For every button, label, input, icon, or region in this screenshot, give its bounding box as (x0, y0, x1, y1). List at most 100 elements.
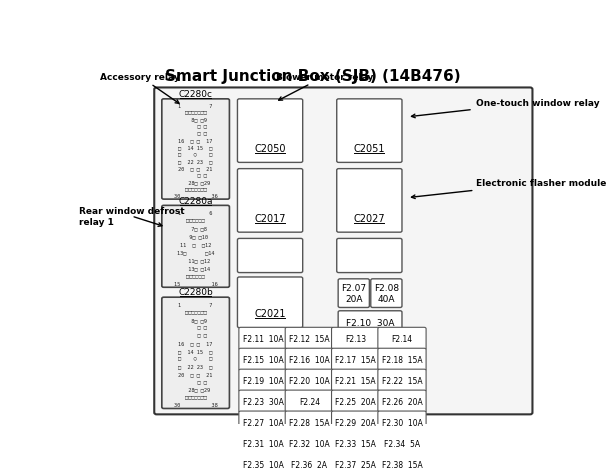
FancyBboxPatch shape (378, 474, 426, 476)
Text: F2.19  10A: F2.19 10A (243, 376, 284, 385)
Text: F2.24: F2.24 (299, 397, 320, 406)
Text: 1         7: 1 7 (179, 302, 213, 307)
Text: C2027: C2027 (354, 213, 385, 223)
Text: F2.08
40A: F2.08 40A (374, 284, 399, 303)
Text: 30          36: 30 36 (174, 194, 218, 198)
FancyBboxPatch shape (239, 474, 287, 476)
Text: F2.33  15A: F2.33 15A (336, 439, 376, 448)
FancyBboxPatch shape (378, 453, 426, 476)
Text: F2.31  10A: F2.31 10A (243, 439, 284, 448)
Text: 28□ □29: 28□ □29 (182, 387, 210, 392)
Text: 8□ □9: 8□ □9 (185, 317, 207, 322)
Text: F2.25  20A: F2.25 20A (336, 397, 376, 406)
Text: F2.34  5A: F2.34 5A (384, 439, 420, 448)
FancyBboxPatch shape (239, 390, 287, 413)
Text: F2.15  10A: F2.15 10A (243, 355, 284, 364)
Text: □  14 15  □: □ 14 15 □ (179, 145, 213, 150)
Text: F2.18  15A: F2.18 15A (382, 355, 422, 364)
Text: F2.16  10A: F2.16 10A (289, 355, 329, 364)
Text: □ □: □ □ (185, 131, 207, 136)
Text: F2.26  20A: F2.26 20A (382, 397, 422, 406)
FancyBboxPatch shape (337, 239, 402, 273)
FancyBboxPatch shape (237, 99, 303, 163)
Text: F2.27  10A: F2.27 10A (243, 418, 284, 427)
FancyBboxPatch shape (338, 311, 402, 335)
Text: F2.37  25A: F2.37 25A (336, 460, 376, 469)
Text: □□□□□□: □□□□□□ (186, 273, 205, 278)
Text: F2.14: F2.14 (392, 334, 412, 343)
FancyBboxPatch shape (332, 369, 380, 392)
Text: □□□□□□□: □□□□□□□ (185, 110, 207, 115)
Text: 1         7: 1 7 (179, 103, 213, 109)
FancyBboxPatch shape (332, 453, 380, 476)
Text: C2280a: C2280a (178, 196, 213, 205)
Text: C2051: C2051 (354, 144, 385, 154)
FancyBboxPatch shape (285, 390, 334, 413)
FancyBboxPatch shape (337, 99, 402, 163)
Text: □ □: □ □ (185, 124, 207, 129)
Text: □  22 23  □: □ 22 23 □ (179, 159, 213, 164)
Text: 16  □ □  17: 16 □ □ 17 (179, 138, 213, 143)
Text: Blower motor relay: Blower motor relay (276, 73, 373, 101)
FancyBboxPatch shape (285, 327, 334, 350)
FancyBboxPatch shape (285, 369, 334, 392)
Text: 13□      □14: 13□ □14 (177, 250, 214, 255)
Text: F2.07
20A: F2.07 20A (341, 284, 367, 303)
Text: □ □: □ □ (185, 325, 207, 330)
Text: C2280b: C2280b (178, 288, 213, 297)
FancyBboxPatch shape (285, 432, 334, 455)
Text: C2050: C2050 (254, 144, 286, 154)
Text: F2.29  20A: F2.29 20A (336, 418, 376, 427)
FancyBboxPatch shape (285, 411, 334, 434)
Text: □□□□□□□: □□□□□□□ (185, 395, 207, 399)
Text: F2.32  10A: F2.32 10A (289, 439, 329, 448)
FancyBboxPatch shape (378, 432, 426, 455)
Text: 30          38: 30 38 (174, 402, 218, 407)
Text: □    ○    □: □ ○ □ (179, 152, 213, 157)
FancyBboxPatch shape (378, 327, 426, 350)
FancyBboxPatch shape (378, 411, 426, 434)
FancyBboxPatch shape (332, 327, 380, 350)
FancyBboxPatch shape (332, 390, 380, 413)
Text: F2.13: F2.13 (345, 334, 366, 343)
Text: Smart Junction Box (SJB) (14B476): Smart Junction Box (SJB) (14B476) (165, 69, 461, 84)
FancyBboxPatch shape (378, 390, 426, 413)
Text: 11  □  □12: 11 □ □12 (180, 242, 211, 247)
FancyBboxPatch shape (285, 348, 334, 371)
Text: 11□ □12: 11□ □12 (182, 258, 210, 263)
Text: F2.10  30A: F2.10 30A (346, 319, 394, 327)
Text: F2.20  10A: F2.20 10A (289, 376, 329, 385)
Text: C2017: C2017 (254, 213, 286, 223)
Text: 16  □ □  17: 16 □ □ 17 (179, 340, 213, 346)
FancyBboxPatch shape (371, 279, 402, 308)
Text: 1         6: 1 6 (179, 210, 213, 216)
Text: F2.36  2A: F2.36 2A (292, 460, 328, 469)
Text: F2.23  30A: F2.23 30A (243, 397, 284, 406)
FancyBboxPatch shape (332, 348, 380, 371)
Text: F2.35  10A: F2.35 10A (243, 460, 284, 469)
Text: □□□□□□: □□□□□□ (186, 218, 205, 223)
Text: 28□ □29: 28□ □29 (182, 180, 210, 185)
FancyBboxPatch shape (239, 432, 287, 455)
FancyBboxPatch shape (337, 169, 402, 233)
Text: □ □: □ □ (185, 173, 207, 178)
Text: Electronic flasher module: Electronic flasher module (412, 179, 606, 199)
Text: □ □: □ □ (185, 333, 207, 338)
Text: 13□ □14: 13□ □14 (182, 266, 210, 270)
Text: 15          16: 15 16 (174, 281, 218, 287)
Text: Accessory relay: Accessory relay (100, 73, 180, 104)
FancyBboxPatch shape (332, 411, 380, 434)
Text: F2.38  15A: F2.38 15A (382, 460, 422, 469)
Text: 9□ □10: 9□ □10 (183, 234, 208, 239)
Text: C2021: C2021 (254, 308, 286, 318)
FancyBboxPatch shape (378, 369, 426, 392)
Text: F2.11  10A: F2.11 10A (243, 334, 283, 343)
Text: F2.28  15A: F2.28 15A (289, 418, 329, 427)
FancyBboxPatch shape (285, 474, 334, 476)
Text: □  22 23  □: □ 22 23 □ (179, 364, 213, 369)
Text: F2.21  15A: F2.21 15A (336, 376, 376, 385)
FancyBboxPatch shape (162, 298, 229, 408)
FancyBboxPatch shape (239, 369, 287, 392)
FancyBboxPatch shape (285, 453, 334, 476)
Text: F2.17  15A: F2.17 15A (336, 355, 376, 364)
